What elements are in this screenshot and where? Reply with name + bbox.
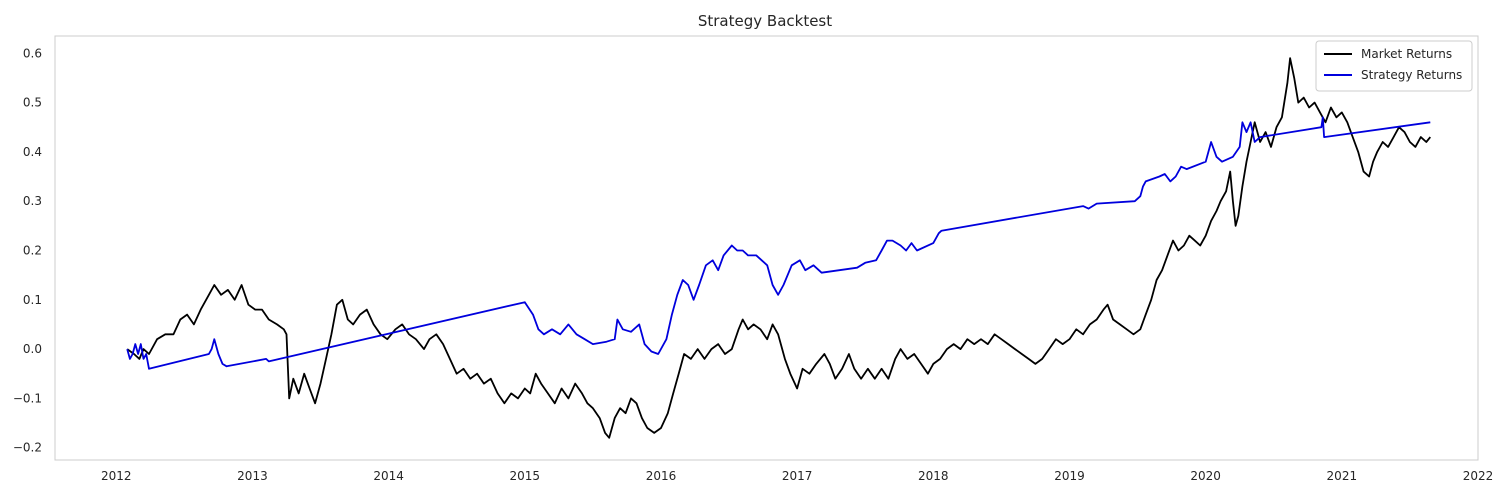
x-tick-label: 2022 (1463, 469, 1494, 483)
plot-frame (54, 35, 1479, 461)
x-tick-label: 2017 (782, 469, 813, 483)
y-tick-label: 0.3 (23, 194, 42, 208)
series-line-market-returns (126, 57, 1431, 439)
y-axis: −0.2 −0.1 0.0 0.1 0.2 0.3 0.4 0.5 0.6 (13, 46, 42, 454)
x-axis: 2012 2013 2014 2015 2016 2017 2018 2019 2020 2021… (101, 469, 1493, 483)
y-tick-label: 0.5 (23, 96, 42, 110)
x-tick-label: 2020 (1190, 469, 1221, 483)
y-tick-label: 0.0 (23, 342, 42, 356)
chart-title: Strategy Backtest (698, 12, 832, 30)
legend: Market Returns Strategy Returns (1315, 40, 1473, 92)
x-tick-label: 2013 (237, 469, 268, 483)
x-tick-label: 2019 (1054, 469, 1085, 483)
y-tick-label: −0.1 (13, 391, 42, 405)
y-tick-label: 0.6 (23, 46, 42, 60)
y-tick-label: −0.2 (13, 441, 42, 455)
legend-label-market: Market Returns (1361, 47, 1452, 61)
y-tick-label: 0.2 (23, 243, 42, 257)
legend-box (1315, 40, 1473, 92)
series-line-strategy-returns (126, 116, 1431, 370)
x-tick-label: 2021 (1327, 469, 1358, 483)
x-tick-label: 2014 (373, 469, 404, 483)
x-tick-label: 2012 (101, 469, 132, 483)
x-tick-label: 2016 (646, 469, 677, 483)
plot-lines (126, 57, 1431, 439)
y-tick-label: 0.1 (23, 293, 42, 307)
y-tick-label: 0.4 (23, 145, 42, 159)
legend-label-strategy: Strategy Returns (1361, 68, 1462, 82)
x-tick-label: 2018 (918, 469, 949, 483)
x-tick-label: 2015 (510, 469, 541, 483)
